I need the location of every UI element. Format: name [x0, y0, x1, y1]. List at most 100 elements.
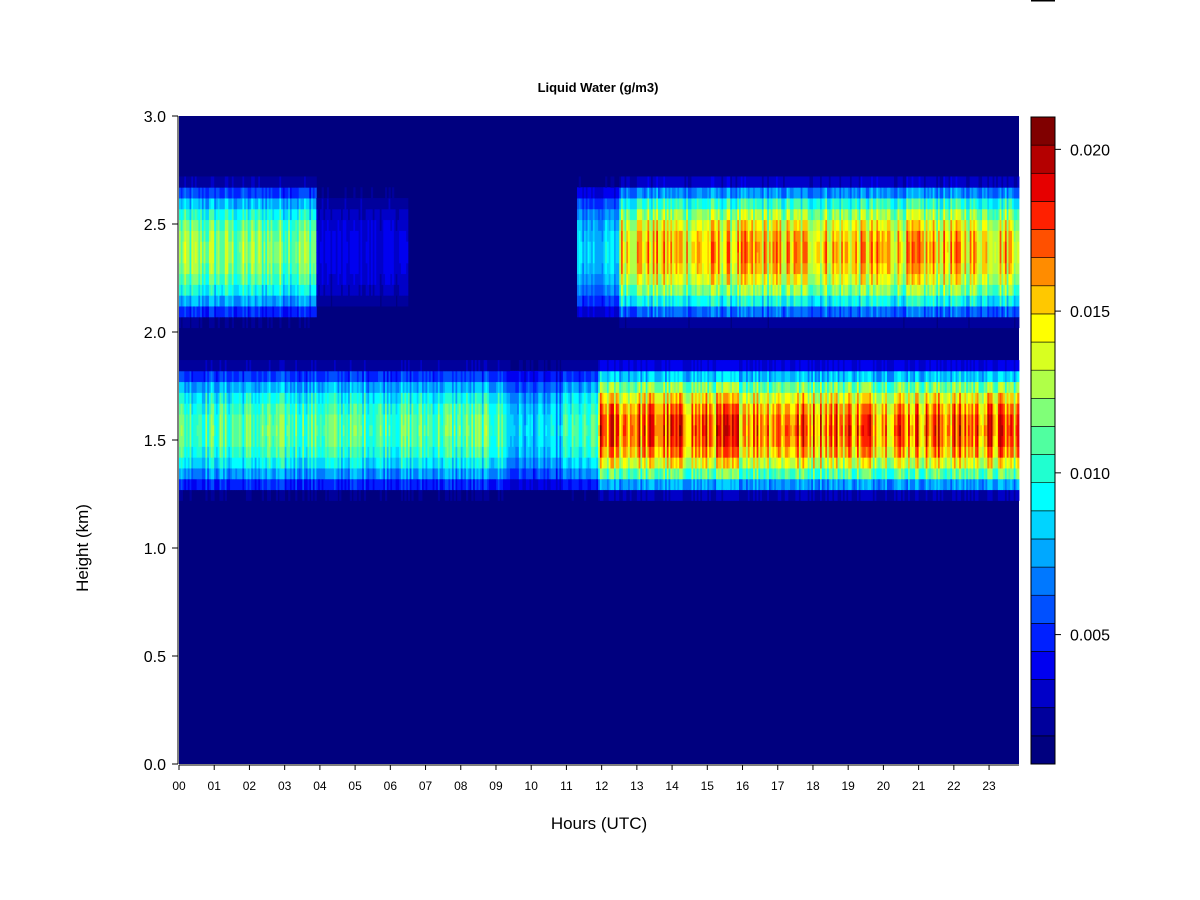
heatmap-cell: [601, 208, 604, 221]
heatmap-cell: [865, 230, 868, 242]
heatmap-cell: [724, 198, 728, 210]
heatmap-cell: [853, 295, 856, 307]
heatmap-cell: [823, 306, 826, 318]
heatmap-cell: [943, 316, 946, 329]
heatmap-cell: [390, 284, 393, 296]
heatmap-cell: [758, 187, 761, 199]
heatmap-cell: [939, 252, 942, 264]
heatmap-cell: [777, 176, 780, 188]
heatmap-cell: [892, 316, 895, 329]
heatmap-cell: [823, 284, 826, 296]
heatmap-cell: [904, 219, 907, 231]
heatmap-cell: [807, 252, 810, 264]
heatmap-cell: [814, 230, 817, 242]
heatmap-cell: [404, 230, 407, 242]
heatmap-cell: [291, 230, 294, 242]
heatmap-cell: [215, 295, 219, 307]
heatmap-cell: [272, 252, 275, 264]
heatmap-cell: [823, 316, 826, 329]
heatmap-cell: [194, 295, 198, 307]
heatmap-cell: [929, 208, 932, 221]
heatmap-cell: [603, 252, 606, 264]
heatmap-cell: [333, 273, 337, 285]
heatmap-cell: [622, 230, 625, 242]
heatmap-cell: [631, 262, 634, 275]
heatmap-cell: [786, 295, 789, 307]
heatmap-cell: [670, 230, 673, 242]
heatmap-cell: [864, 316, 867, 329]
heatmap-cell: [244, 230, 247, 242]
heatmap-cell: [642, 219, 645, 231]
heatmap-cell: [913, 198, 916, 210]
heatmap-cell: [953, 273, 956, 285]
heatmap-cell: [400, 230, 404, 242]
heatmap-cell: [640, 262, 643, 275]
heatmap-cell: [874, 230, 877, 242]
heatmap-cell: [615, 273, 618, 285]
heatmap-cell: [235, 230, 238, 242]
heatmap-cell: [691, 241, 694, 253]
heatmap-cell: [834, 284, 837, 296]
heatmap-cell: [689, 187, 692, 199]
heatmap-cell: [613, 252, 617, 264]
heatmap-cell: [874, 252, 877, 264]
heatmap-cell: [957, 208, 960, 221]
heatmap-cell: [332, 262, 335, 275]
heatmap-cell: [747, 208, 750, 221]
heatmap-cell: [985, 219, 988, 231]
heatmap-cell: [913, 316, 916, 329]
heatmap-cell: [622, 208, 625, 221]
heatmap-cell: [256, 306, 259, 318]
heatmap-cell: [215, 262, 219, 275]
heatmap-cell: [976, 295, 979, 307]
heatmap-cell: [772, 230, 775, 242]
heatmap-cell: [791, 187, 794, 199]
heatmap-cell: [962, 273, 965, 285]
heatmap-cell: [374, 241, 377, 253]
heatmap-cell: [946, 306, 949, 318]
heatmap-cell: [749, 252, 752, 264]
heatmap-cell: [895, 219, 898, 231]
heatmap-cell: [307, 230, 310, 242]
heatmap-cell: [385, 198, 388, 210]
heatmap-cell: [814, 176, 817, 188]
heatmap-cell: [784, 273, 787, 285]
heatmap-cell: [839, 241, 842, 253]
heatmap-cell: [714, 295, 717, 307]
heatmap-cell: [696, 262, 699, 275]
heatmap-cell: [638, 316, 641, 329]
heatmap-cell: [298, 219, 301, 231]
heatmap-cell: [973, 262, 976, 275]
heatmap-cell: [326, 295, 330, 307]
heatmap-cell: [189, 176, 192, 188]
heatmap-cell: [788, 316, 791, 329]
heatmap-cell: [946, 219, 949, 231]
heatmap-cell: [406, 198, 409, 210]
heatmap-cell: [684, 241, 687, 253]
heatmap-cell: [902, 273, 905, 285]
heatmap-cell: [245, 316, 249, 329]
heatmap-cell: [893, 230, 897, 242]
heatmap-cell: [929, 295, 932, 307]
heatmap-cell: [874, 316, 877, 329]
heatmap-cell: [837, 241, 840, 253]
heatmap-cell: [943, 208, 946, 221]
heatmap-cell: [680, 306, 684, 318]
heatmap-cell: [726, 295, 729, 307]
heatmap-cell: [224, 241, 227, 253]
heatmap-cell: [318, 273, 321, 285]
heatmap-cell: [663, 219, 666, 231]
heatmap-cell: [908, 219, 911, 231]
heatmap-cell: [319, 208, 323, 221]
heatmap-cell: [723, 187, 726, 199]
heatmap-cell: [724, 306, 728, 318]
heatmap-cell: [948, 316, 951, 329]
heatmap-cell: [187, 198, 190, 210]
heatmap-cell: [835, 198, 839, 210]
heatmap-cell: [871, 208, 874, 221]
heatmap-cell: [201, 273, 205, 285]
heatmap-cell: [753, 295, 756, 307]
heatmap-cell: [950, 219, 953, 231]
heatmap-cell: [973, 187, 976, 199]
heatmap-cell: [756, 219, 759, 231]
